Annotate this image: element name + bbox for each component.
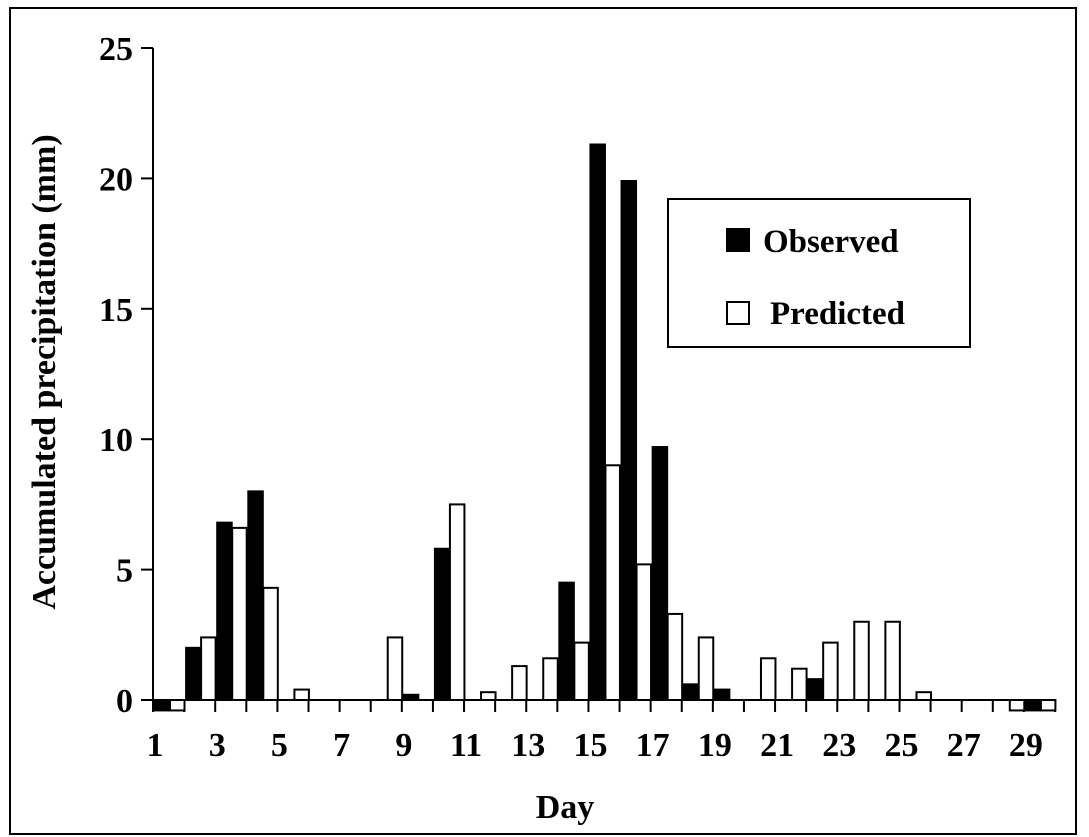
predicted-bar-day-8 <box>386 636 404 702</box>
predicted-bar-day-10 <box>448 503 466 701</box>
x-tick-label: 27 <box>947 727 981 764</box>
predicted-bar-day-12 <box>511 665 528 702</box>
observed-bar-day-18 <box>682 683 700 701</box>
predicted-bar-day-16 <box>635 563 653 701</box>
observed-bar-day-3 <box>216 521 233 701</box>
x-axis: 1 3 5 7 9 11 13 15 17 19 21 23 25 27 29 <box>147 699 1056 764</box>
observed-bar-day-9 <box>402 693 420 701</box>
y-tick-label: 0 <box>116 683 133 720</box>
predicted-bar-day-15 <box>604 464 621 701</box>
predicted-bar-day-2 <box>200 636 217 702</box>
predicted-bar-day-25 <box>915 691 932 702</box>
predicted-bar-day-21 <box>791 667 808 701</box>
predicted-bar-day-24 <box>884 620 901 702</box>
y-tick-label: 5 <box>116 553 133 590</box>
legend-swatch-observed <box>726 228 750 252</box>
predicted-bar-day-23 <box>853 620 870 702</box>
predicted-bar-day-18 <box>697 636 715 702</box>
x-tick-label: 21 <box>760 727 794 764</box>
legend-label-observed: Observed <box>763 224 899 260</box>
x-tick-label: 11 <box>450 727 482 764</box>
x-tick-label: 17 <box>636 727 670 764</box>
x-tick-label: 29 <box>1009 727 1043 764</box>
legend-swatch-predicted <box>726 301 750 325</box>
y-axis: 0 5 10 15 20 25 <box>99 31 154 720</box>
x-tick-label: 25 <box>884 727 918 764</box>
x-tick-label: 3 <box>209 727 226 764</box>
observed-bar-day-17 <box>651 446 669 701</box>
x-tick-label: 5 <box>271 727 288 764</box>
legend: Observed Predicted <box>667 198 971 348</box>
predicted-bar-day-5 <box>293 688 310 701</box>
x-tick-label: 15 <box>573 727 607 764</box>
observed-bar-day-29 <box>1024 699 1042 712</box>
predicted-bar-day-22 <box>822 641 839 702</box>
bars <box>154 143 1057 712</box>
x-tick-label: 1 <box>147 727 164 764</box>
observed-bar-day-19 <box>713 688 731 701</box>
x-tick-label: 23 <box>822 727 856 764</box>
observed-bar-day-14 <box>558 581 575 702</box>
predicted-bar-day-14 <box>573 641 590 702</box>
predicted-bar-day-11 <box>480 691 497 702</box>
x-tick-label: 13 <box>511 727 545 764</box>
predicted-bar-day-13 <box>542 657 559 701</box>
observed-bar-day-10 <box>433 547 451 702</box>
observed-bar-day-16 <box>620 180 638 701</box>
y-tick-label: 20 <box>99 161 133 198</box>
x-tick-label: 9 <box>395 727 412 764</box>
observed-bar-day-2 <box>185 646 202 702</box>
predicted-bar-day-28 <box>1008 699 1026 712</box>
observed-bar-day-15 <box>589 143 606 702</box>
predicted-bar-day-17 <box>666 612 684 701</box>
y-tick-label: 25 <box>99 31 133 68</box>
y-axis-title: Accumulated precipitation (mm) <box>26 134 63 609</box>
observed-bar-day-1 <box>154 699 171 712</box>
y-tick-label: 15 <box>99 292 133 329</box>
predicted-bar-day-4 <box>262 586 279 702</box>
observed-bar-day-22 <box>807 678 824 701</box>
predicted-bar-day-20 <box>759 657 777 701</box>
x-axis-title: Day <box>536 789 595 826</box>
x-tick-label: 7 <box>333 727 350 764</box>
predicted-bar-day-1 <box>169 699 186 712</box>
y-tick-label: 10 <box>99 422 133 459</box>
predicted-bar-day-29 <box>1039 699 1057 712</box>
legend-box <box>667 198 971 348</box>
observed-bar-day-4 <box>247 490 264 701</box>
x-tick-label: 19 <box>698 727 732 764</box>
legend-label-predicted: Predicted <box>770 296 905 332</box>
predicted-bar-day-3 <box>231 526 248 702</box>
